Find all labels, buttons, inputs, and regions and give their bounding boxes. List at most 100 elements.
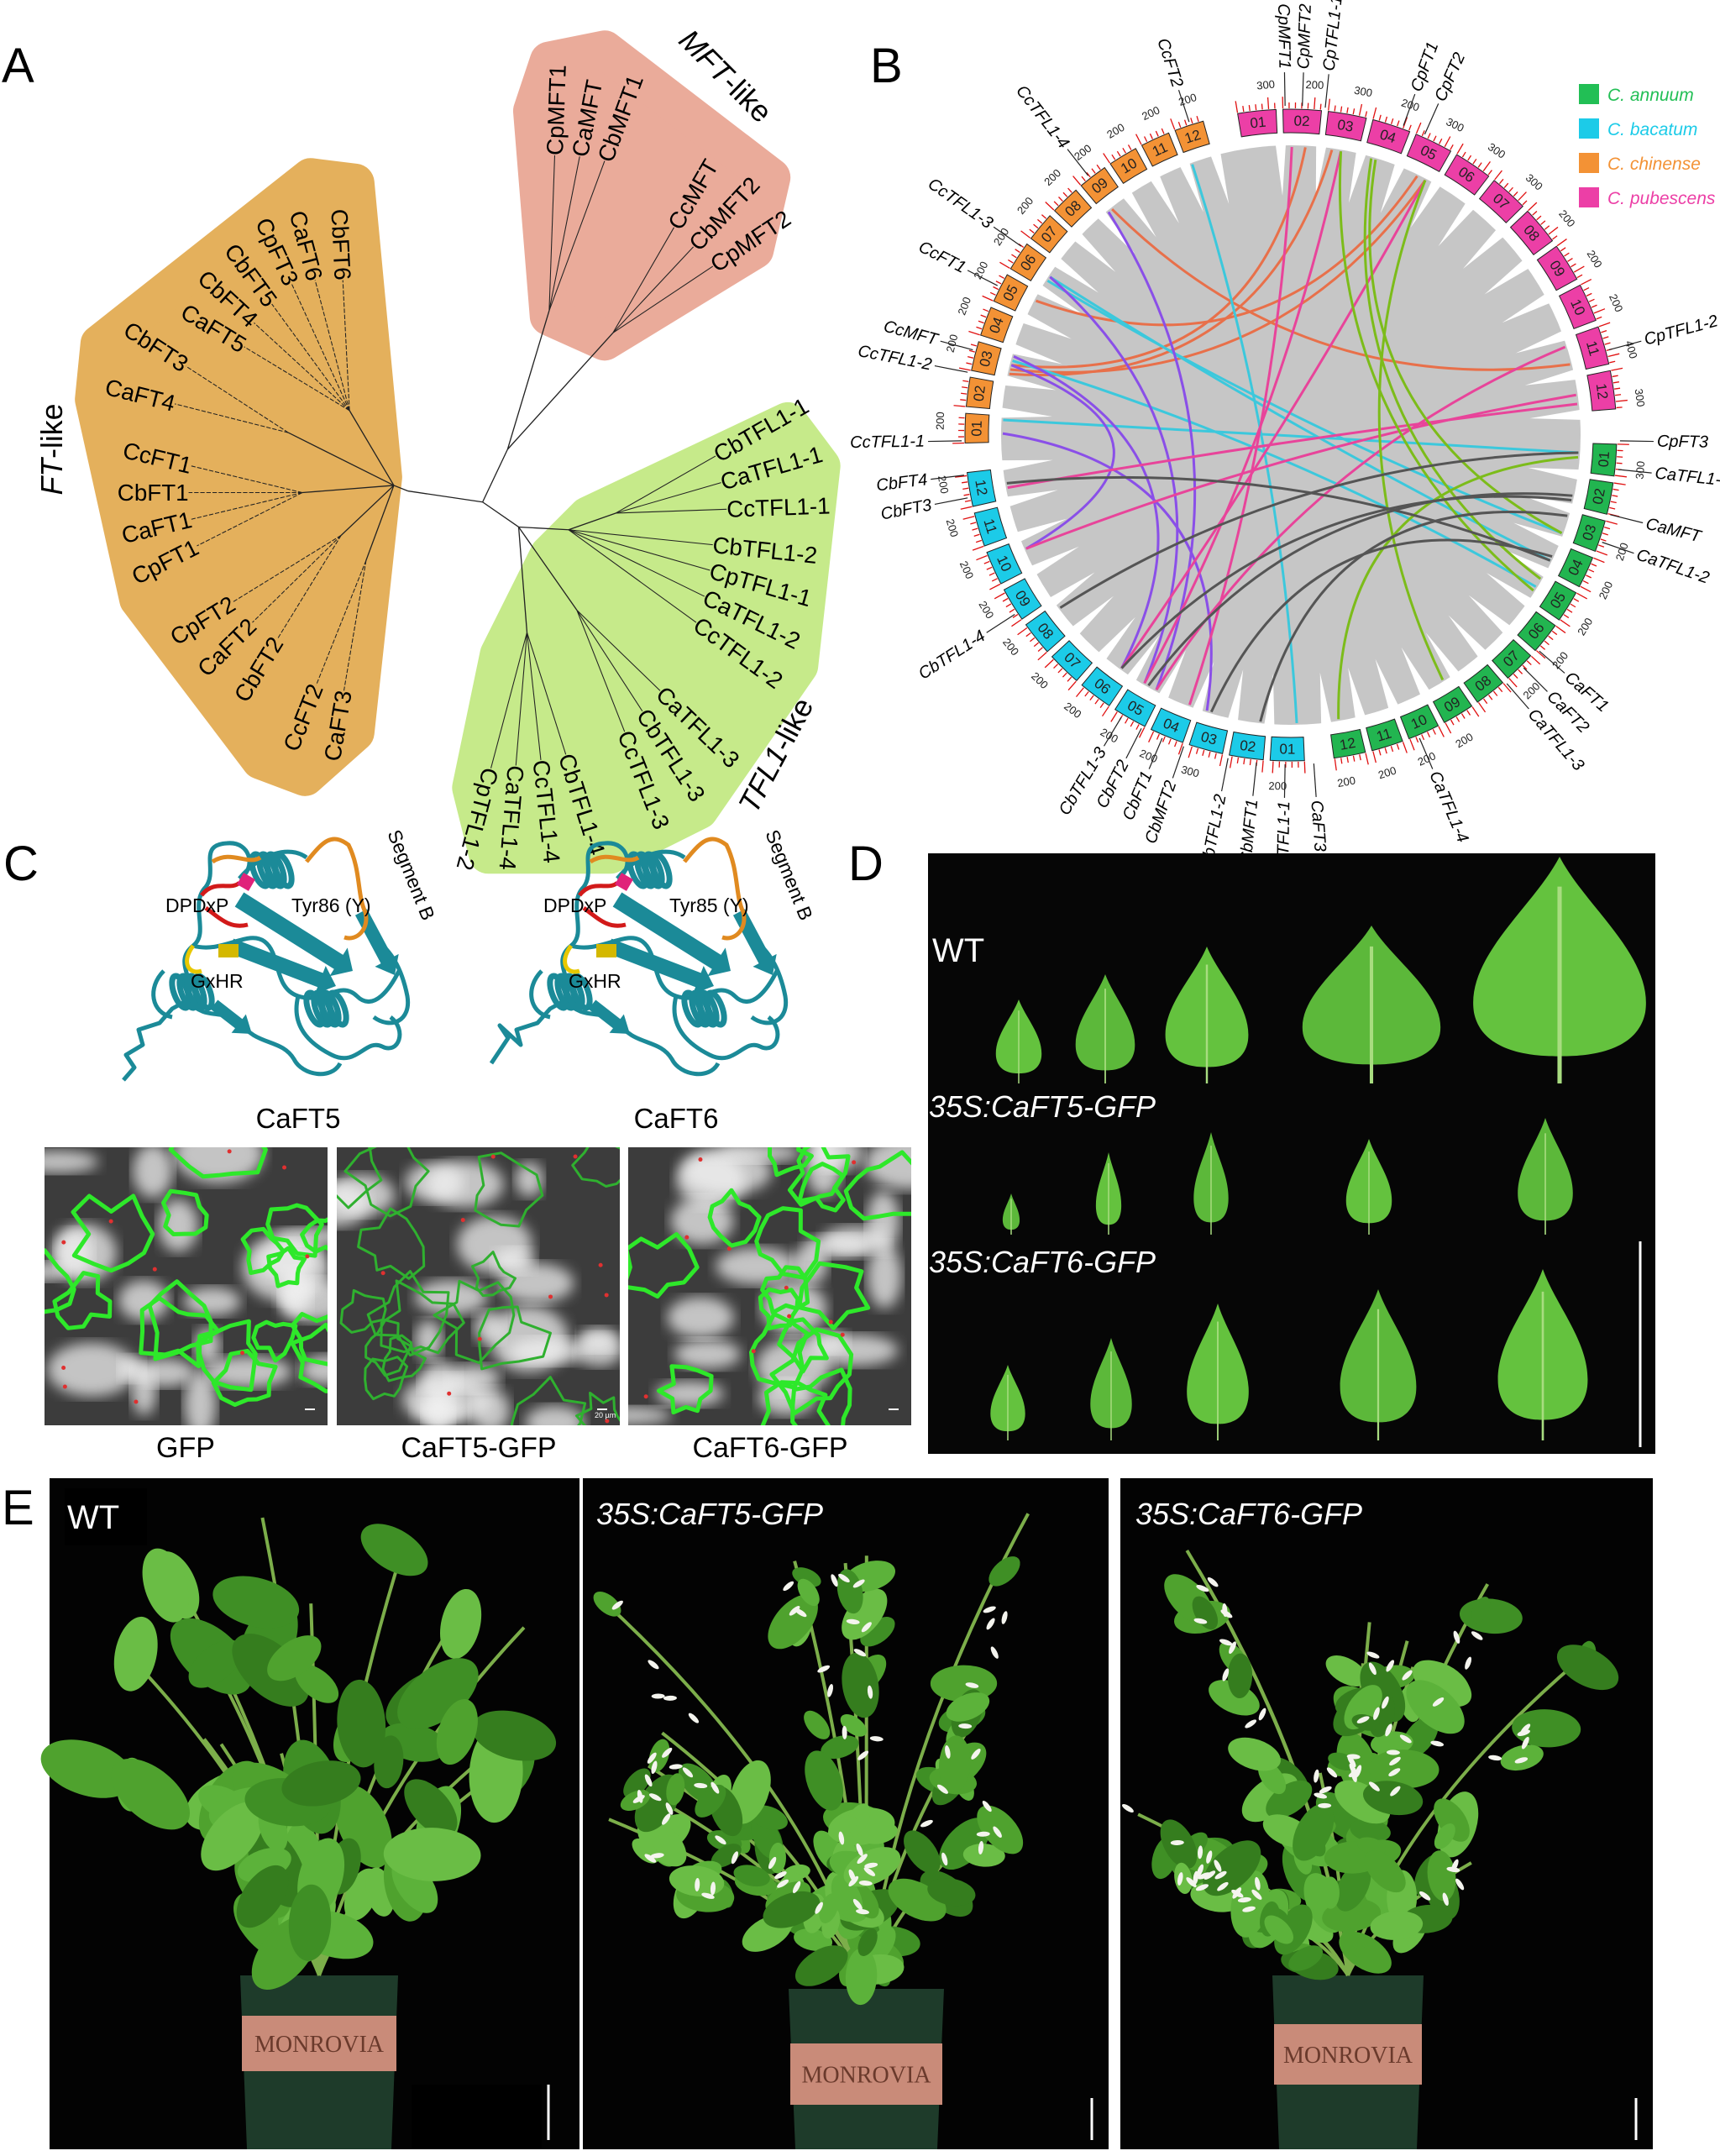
chromosome-tick xyxy=(962,487,969,490)
chromosome-block xyxy=(973,506,1008,547)
chromosome-tick xyxy=(1421,734,1425,741)
flower xyxy=(1318,1802,1332,1808)
chromosome-tick xyxy=(1196,115,1199,123)
chloroplast xyxy=(598,1262,603,1267)
cell-outline xyxy=(754,1206,821,1280)
chromosome-tick xyxy=(962,380,969,382)
chromosome-tick xyxy=(1610,501,1617,504)
tick-label: 200 xyxy=(1015,195,1036,217)
chromosome-tick xyxy=(1072,176,1082,186)
plant-leaf xyxy=(236,1865,289,1928)
plant-leaf xyxy=(1264,1915,1294,1944)
chromosome-tick xyxy=(973,533,980,538)
label-box xyxy=(65,1488,147,1545)
chromosome-tick xyxy=(1149,133,1153,139)
plant-leaf xyxy=(1228,1737,1281,1771)
synteny-gap xyxy=(1210,153,1230,204)
chromosome-tick xyxy=(1502,683,1512,693)
flower xyxy=(1514,1757,1529,1764)
gene-leader-line xyxy=(1418,737,1434,769)
chromosome-block xyxy=(1444,154,1490,196)
flower xyxy=(1222,1668,1230,1681)
flower xyxy=(1122,1804,1134,1813)
flower xyxy=(945,1745,951,1759)
chromosome-tick xyxy=(970,344,977,347)
chloroplast xyxy=(787,1314,792,1319)
chromosome-tick xyxy=(1552,235,1558,240)
chromosome-tick xyxy=(1328,98,1330,111)
plant-leaf xyxy=(1434,1823,1455,1849)
chromosome-tick xyxy=(1384,748,1387,754)
chromosome-tick xyxy=(1075,687,1084,698)
chromosome-block xyxy=(1399,704,1439,740)
chromosome-tick xyxy=(1081,176,1086,181)
flower xyxy=(1203,1870,1216,1880)
chromosome-block xyxy=(1366,118,1411,155)
gene-label: CpTFL1-2 xyxy=(1642,312,1720,349)
beta-strand xyxy=(612,892,731,977)
chromosome-tick xyxy=(1539,645,1546,650)
flower xyxy=(1390,1786,1401,1797)
chromosome-tick xyxy=(1029,228,1035,233)
flower xyxy=(789,1606,800,1616)
tree-leaf-branch xyxy=(342,280,350,411)
plant-leaf xyxy=(188,1639,243,1688)
cell-outline xyxy=(843,1150,911,1221)
chromosome-tick xyxy=(1037,652,1047,661)
chromosome-tick xyxy=(1365,111,1368,118)
synteny-link xyxy=(1120,179,1427,669)
chromosome-tick xyxy=(1588,298,1595,302)
chromosome-block xyxy=(1141,132,1178,167)
helix xyxy=(642,851,665,889)
helix xyxy=(264,851,287,889)
coil xyxy=(151,969,173,1020)
chromosome-tick xyxy=(1616,462,1623,464)
plant-leaf xyxy=(212,1576,300,1629)
synteny-gap xyxy=(1031,546,1079,575)
legend-label-chinense: C. chinense xyxy=(1607,155,1701,174)
chromosome-block xyxy=(1590,443,1618,477)
flower xyxy=(1488,1755,1502,1761)
chromosome-tick xyxy=(1615,394,1622,396)
chromosome-tick xyxy=(1372,107,1377,119)
flower xyxy=(852,1898,863,1910)
chromosome-tick xyxy=(1609,360,1616,364)
chromosome-tick xyxy=(962,386,968,389)
plant-leaf xyxy=(1341,1928,1366,1957)
coil xyxy=(122,998,189,1082)
plant-photo: MONROVIA xyxy=(583,1478,1109,2149)
plant-leaf xyxy=(1325,1655,1367,1687)
clade-label-ft-suffix: -like xyxy=(35,404,69,459)
chromosome-tick xyxy=(1571,263,1576,268)
coil xyxy=(615,1020,721,1077)
cell-outline xyxy=(197,1319,258,1393)
tyrosine-residue xyxy=(615,873,633,891)
plant-leaf xyxy=(439,1588,482,1660)
tick-label: 200 xyxy=(1099,726,1120,746)
chromosome-tick xyxy=(1116,150,1121,157)
chromosome-tick xyxy=(1378,749,1382,756)
tree-leaf-branch xyxy=(244,346,350,412)
segment-b-loop xyxy=(589,837,747,941)
tick-label: 200 xyxy=(971,260,990,281)
plant-leaf xyxy=(860,1617,895,1647)
chloroplast xyxy=(447,1391,452,1396)
synteny-gap xyxy=(1528,467,1580,480)
plant-leaf xyxy=(1434,1798,1470,1842)
cell-outline xyxy=(790,1367,852,1425)
chromosome-tick xyxy=(1503,182,1509,188)
cell-outline xyxy=(381,1334,427,1382)
chromosome-tick xyxy=(1544,225,1550,230)
image-label-caft6-gfp: CaFT6-GFP xyxy=(692,1432,847,1464)
tree-leaf-branch xyxy=(252,535,342,623)
chromosome-tick xyxy=(1062,191,1068,197)
gene-leader-line xyxy=(1523,667,1548,692)
chromosome-block xyxy=(1174,120,1210,154)
flower xyxy=(694,1782,708,1789)
gene-leader-line xyxy=(967,270,998,286)
structure-name-caft5: CaFT5 xyxy=(256,1103,341,1134)
flower xyxy=(1219,1639,1233,1646)
synteny-gap xyxy=(1425,632,1460,679)
chromosome-block xyxy=(1366,718,1403,752)
chromosome-tick xyxy=(1053,664,1059,669)
